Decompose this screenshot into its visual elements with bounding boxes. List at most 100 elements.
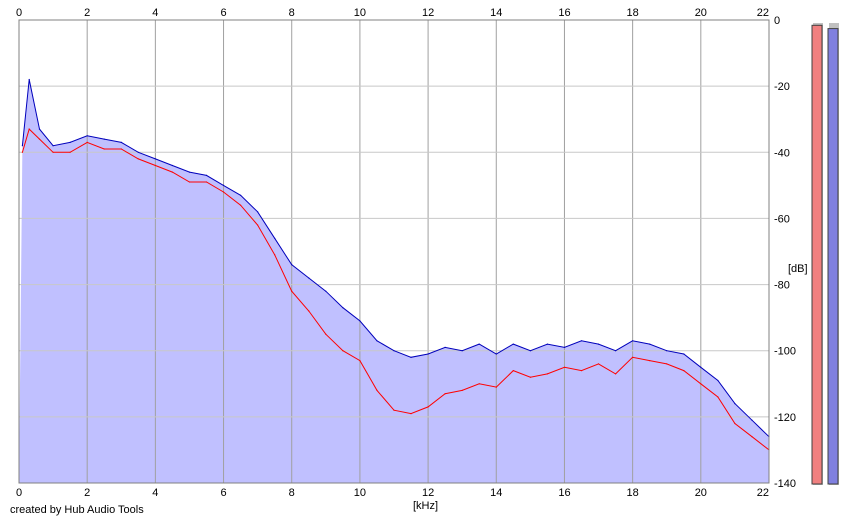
data-point-0-17 <box>291 290 293 292</box>
data-point-1-34 <box>580 340 583 342</box>
x-tick-bottom-2: 2 <box>84 487 90 499</box>
grid-lines <box>18 19 770 484</box>
data-point-1-8 <box>137 151 139 153</box>
data-point-0-14 <box>240 204 242 206</box>
data-point-0-41 <box>700 383 702 385</box>
data-point-1-36 <box>615 350 617 352</box>
x-tick-labels-bottom: 0 2 4 6 8 10 12 14 16 18 20 22 <box>16 487 769 499</box>
x-tick-bottom-12: 12 <box>422 487 434 499</box>
y-axis-label: [dB] <box>788 263 808 275</box>
level-meter-1 <box>827 28 839 485</box>
data-point-1-39 <box>666 350 668 352</box>
data-point-0-10 <box>171 171 173 173</box>
data-point-1-29 <box>495 353 497 355</box>
data-point-1-14 <box>240 194 242 196</box>
x-tick-bottom-18: 18 <box>627 487 639 499</box>
data-point-0-35 <box>597 363 600 365</box>
data-point-1-4 <box>69 141 71 143</box>
x-tick-top-0: 0 <box>16 7 22 19</box>
data-point-0-40 <box>683 370 685 372</box>
x-tick-top-2: 2 <box>84 7 90 19</box>
data-point-1-32 <box>546 343 549 345</box>
x-tick-top-18: 18 <box>627 7 639 19</box>
x-tick-top-8: 8 <box>289 7 295 19</box>
data-point-1-38 <box>649 343 651 345</box>
data-point-1-43 <box>734 403 736 405</box>
y-tick-minus-100: -100 <box>774 346 796 358</box>
data-point-1-19 <box>325 290 327 292</box>
data-point-0-16 <box>274 254 276 256</box>
data-point-0-2 <box>38 138 41 140</box>
caption-text: created by Hub Audio Tools <box>10 504 144 516</box>
data-point-1-10 <box>171 164 173 167</box>
data-point-0-23 <box>393 409 395 411</box>
series-line-1 <box>21 79 770 438</box>
x-tick-top-22: 22 <box>757 7 769 19</box>
y-tick-0: 0 <box>774 15 780 27</box>
data-point-1-41 <box>700 366 702 368</box>
data-point-0-15 <box>257 224 259 226</box>
data-point-0-5 <box>86 141 88 143</box>
data-point-1-27 <box>461 350 463 352</box>
data-point-0-9 <box>154 164 156 167</box>
y-tick-labels: 0 -20 -40 -60 -80 -100 -120 -140 <box>774 15 796 490</box>
data-point-1-2 <box>38 128 41 130</box>
x-tick-bottom-4: 4 <box>152 487 158 499</box>
data-point-1-35 <box>597 343 600 345</box>
data-point-0-31 <box>529 376 532 378</box>
data-point-0-38 <box>649 360 651 362</box>
data-point-0-4 <box>69 151 71 153</box>
x-tick-bottom-8: 8 <box>289 487 295 499</box>
data-point-0-39 <box>666 363 668 365</box>
data-point-0-30 <box>512 370 514 372</box>
data-point-1-11 <box>188 171 191 173</box>
y-tick-minus-80: -80 <box>774 280 790 292</box>
data-point-1-22 <box>376 340 378 342</box>
x-tick-bottom-0: 0 <box>16 487 22 499</box>
data-point-1-30 <box>512 343 514 345</box>
spectrum-fill-area <box>19 79 769 483</box>
data-point-0-12 <box>205 181 208 183</box>
data-point-1-0 <box>21 145 23 147</box>
data-point-1-3 <box>52 145 54 147</box>
data-point-1-15 <box>257 211 259 213</box>
x-tick-labels-top: 0 2 4 6 8 10 12 14 16 18 20 22 <box>16 7 769 19</box>
data-point-0-27 <box>461 389 463 391</box>
x-tick-top-6: 6 <box>220 7 226 19</box>
data-point-1-31 <box>529 350 532 352</box>
data-point-1-7 <box>120 141 122 143</box>
plot-border <box>18 19 770 484</box>
data-point-0-29 <box>495 386 497 388</box>
x-tick-top-14: 14 <box>490 7 502 19</box>
data-point-1-13 <box>222 184 225 186</box>
x-tick-bottom-10: 10 <box>354 487 366 499</box>
data-point-1-9 <box>154 158 156 160</box>
x-tick-bottom-6: 6 <box>220 487 226 499</box>
x-axis-label: [kHz] <box>413 500 438 512</box>
data-point-1-6 <box>103 138 105 140</box>
data-point-0-42 <box>717 396 719 398</box>
x-tick-bottom-22: 22 <box>757 487 769 499</box>
x-tick-top-12: 12 <box>422 7 434 19</box>
data-point-0-44 <box>751 436 753 438</box>
y-tick-minus-40: -40 <box>774 147 790 159</box>
data-point-0-34 <box>580 370 583 372</box>
data-point-1-44 <box>751 419 753 421</box>
data-point-1-1 <box>28 78 30 81</box>
data-point-1-26 <box>444 346 446 348</box>
data-point-0-22 <box>376 389 378 391</box>
data-point-1-37 <box>632 340 634 342</box>
x-tick-top-10: 10 <box>354 7 366 19</box>
data-point-0-37 <box>632 356 634 358</box>
level-meter-0 <box>811 24 823 485</box>
data-point-0-28 <box>478 383 480 385</box>
data-point-0-21 <box>359 360 361 362</box>
data-point-0-8 <box>137 158 139 160</box>
data-point-1-17 <box>291 264 293 266</box>
level-meters <box>811 23 839 485</box>
y-tick-minus-20: -20 <box>774 81 790 93</box>
data-point-0-19 <box>325 333 327 335</box>
y-tick-minus-140: -140 <box>774 478 796 490</box>
data-point-1-24 <box>410 356 412 358</box>
